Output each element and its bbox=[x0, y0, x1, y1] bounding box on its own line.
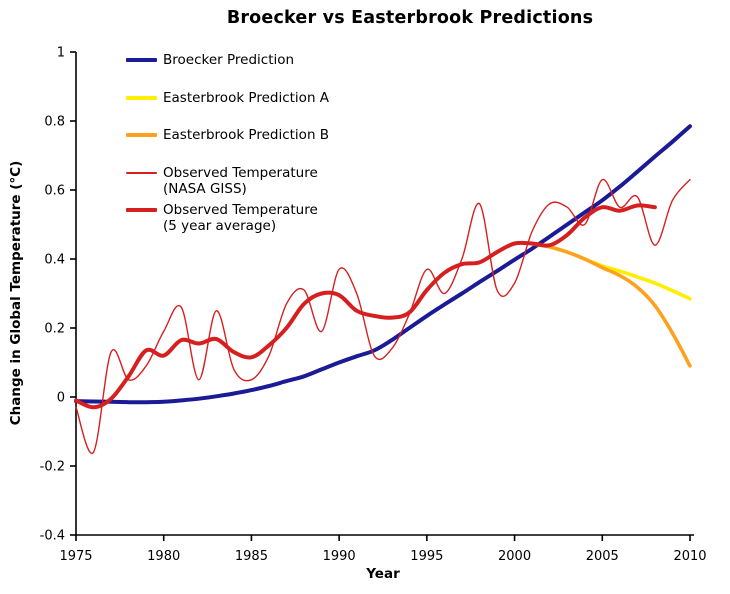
legend-label-broecker-prediction: Broecker Prediction bbox=[163, 52, 295, 68]
legend-item-broecker-prediction: Broecker Prediction bbox=[126, 52, 329, 69]
legend-item-observed-temperature-nasa-giss: Observed Temperature (NASA GISS) bbox=[126, 165, 329, 198]
y-tick-label: 1 bbox=[57, 46, 65, 61]
y-tick-label: 0 bbox=[57, 391, 65, 406]
y-tick-label: 0.4 bbox=[44, 253, 65, 268]
legend-label-observed-temperature-nasa-giss: Observed Temperature (NASA GISS) bbox=[163, 164, 318, 198]
legend-label-observed-temperature-5yr-average: Observed Temperature (5 year average) bbox=[163, 201, 318, 235]
legend-item-easterbrook-prediction-a: Easterbrook Prediction A bbox=[126, 90, 329, 107]
y-tick-label: -0.2 bbox=[40, 460, 65, 475]
y-tick-label: 0.2 bbox=[44, 322, 65, 337]
y-tick-label: 0.8 bbox=[44, 115, 65, 130]
y-tick-label: -0.4 bbox=[40, 529, 65, 544]
legend-swatch-observed-temperature-5yr-average bbox=[126, 207, 157, 212]
x-tick-label: 1975 bbox=[59, 549, 92, 564]
x-axis-title: Year bbox=[366, 566, 400, 582]
legend-swatch-easterbrook-prediction-a bbox=[126, 95, 157, 100]
legend-item-observed-temperature-5yr-average: Observed Temperature (5 year average) bbox=[126, 202, 329, 235]
legend-swatch-observed-temperature-nasa-giss bbox=[126, 171, 157, 174]
chart-title: Broecker vs Easterbrook Predictions bbox=[226, 8, 594, 28]
x-tick-label: 1995 bbox=[410, 549, 443, 564]
legend-item-easterbrook-prediction-b: Easterbrook Prediction B bbox=[126, 127, 329, 144]
legend-swatch-easterbrook-prediction-b bbox=[126, 133, 157, 138]
y-tick-label: 0.6 bbox=[44, 184, 65, 199]
legend-label-easterbrook-prediction-a: Easterbrook Prediction A bbox=[163, 89, 330, 106]
series-observed-temperature-nasa-giss-line bbox=[75, 178, 691, 455]
legend-label-easterbrook-prediction-b: Easterbrook Prediction B bbox=[163, 127, 330, 143]
x-tick-label: 2005 bbox=[586, 549, 619, 564]
x-tick-label: 1985 bbox=[235, 549, 268, 564]
series-broecker-prediction-line bbox=[74, 124, 692, 405]
x-tick-label: 1980 bbox=[147, 549, 180, 564]
legend-swatch-broecker-prediction bbox=[126, 58, 157, 63]
x-tick-label: 1990 bbox=[323, 549, 356, 564]
x-tick-label: 2000 bbox=[498, 549, 531, 564]
series-easterbrook-prediction-b-line bbox=[530, 241, 692, 368]
legend: Broecker Prediction Easterbrook Predictio… bbox=[126, 52, 329, 239]
series-observed-temperature-5yr-average-line bbox=[74, 203, 657, 410]
x-tick-label: 2010 bbox=[673, 549, 706, 564]
